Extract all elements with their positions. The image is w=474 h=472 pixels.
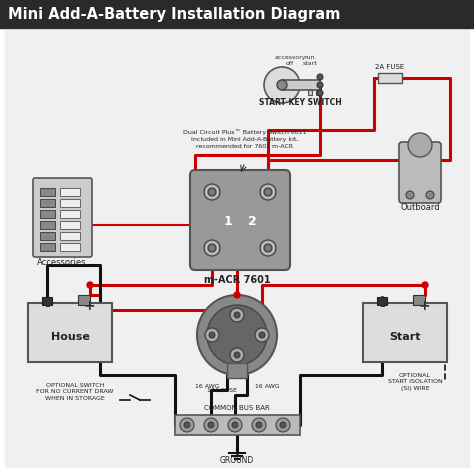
Bar (377, 297, 387, 305)
Circle shape (234, 292, 240, 298)
Circle shape (317, 90, 323, 96)
Circle shape (234, 312, 240, 318)
Text: Accessories: Accessories (37, 258, 87, 267)
Circle shape (197, 295, 277, 375)
Circle shape (204, 240, 220, 256)
Text: House: House (51, 332, 90, 342)
Text: accessory: accessory (274, 55, 306, 60)
Text: OPTIONAL SWITCH
FOR NO CURRENT DRAW
WHEN IN STORAGE: OPTIONAL SWITCH FOR NO CURRENT DRAW WHEN… (36, 383, 114, 401)
FancyBboxPatch shape (28, 303, 112, 362)
Circle shape (184, 422, 190, 428)
Circle shape (280, 422, 286, 428)
Bar (60, 221, 80, 229)
Circle shape (317, 74, 323, 80)
Text: OPTIONAL
START ISOLATION
(SI) WIRE: OPTIONAL START ISOLATION (SI) WIRE (388, 373, 442, 391)
Circle shape (276, 418, 290, 432)
Bar (316, 90, 320, 95)
Text: 16 AWG: 16 AWG (255, 384, 279, 389)
Text: start: start (302, 61, 318, 66)
Bar (40, 188, 55, 196)
Circle shape (207, 305, 267, 365)
Bar (40, 199, 55, 207)
Circle shape (259, 332, 265, 338)
FancyBboxPatch shape (190, 170, 290, 270)
Circle shape (256, 422, 262, 428)
Circle shape (406, 191, 414, 199)
Circle shape (208, 422, 214, 428)
Circle shape (228, 418, 242, 432)
Text: -: - (379, 299, 385, 313)
Circle shape (204, 184, 220, 200)
Bar (378, 73, 402, 83)
Text: off: off (286, 61, 294, 66)
Text: 2A FUSE: 2A FUSE (375, 64, 405, 70)
Circle shape (317, 82, 323, 88)
Circle shape (255, 328, 269, 342)
Circle shape (408, 133, 432, 157)
Circle shape (204, 418, 218, 432)
Text: Start: Start (389, 332, 421, 342)
Circle shape (208, 188, 216, 196)
Bar (60, 232, 80, 240)
Bar (60, 210, 80, 218)
Circle shape (264, 67, 300, 103)
Bar (413, 295, 425, 305)
Bar (40, 232, 55, 240)
Bar (40, 210, 55, 218)
Circle shape (209, 332, 215, 338)
Circle shape (234, 352, 240, 358)
Text: +: + (83, 299, 95, 313)
Circle shape (264, 244, 272, 252)
Bar (60, 243, 80, 251)
Bar (40, 221, 55, 229)
Text: COMMON BUS BAR: COMMON BUS BAR (204, 405, 270, 411)
Circle shape (260, 240, 276, 256)
Bar (78, 295, 90, 305)
Text: Outboard: Outboard (400, 203, 440, 212)
Text: -: - (44, 299, 50, 313)
Text: GROUND: GROUND (220, 456, 254, 465)
Bar (60, 199, 80, 207)
Circle shape (252, 418, 266, 432)
Text: +: + (418, 299, 430, 313)
Circle shape (232, 422, 238, 428)
Bar (308, 90, 312, 95)
Bar (0, 0, 474, 28)
Text: 16 AWG: 16 AWG (195, 384, 219, 389)
Bar (227, 363, 247, 378)
Circle shape (422, 282, 428, 288)
FancyBboxPatch shape (363, 303, 447, 362)
Circle shape (264, 188, 272, 196)
Circle shape (205, 328, 219, 342)
FancyBboxPatch shape (33, 178, 92, 257)
Circle shape (230, 308, 244, 322)
Bar (282, 80, 320, 90)
Circle shape (260, 184, 276, 200)
Circle shape (208, 244, 216, 252)
Text: Dual Circuit Plus™ Battery Switch 6011
Included in Mini Add-A-Battery kit,
recom: Dual Circuit Plus™ Battery Switch 6011 I… (183, 129, 307, 149)
Circle shape (426, 191, 434, 199)
Bar (60, 188, 80, 196)
Circle shape (180, 418, 194, 432)
Bar (40, 243, 55, 251)
Text: run: run (305, 55, 315, 60)
Circle shape (277, 80, 287, 90)
Text: START KEY SWITCH: START KEY SWITCH (259, 98, 341, 107)
Bar (175, 415, 300, 435)
Text: m-ACR 7601: m-ACR 7601 (204, 275, 270, 285)
Text: 2: 2 (247, 215, 256, 228)
Circle shape (230, 348, 244, 362)
Text: 10A FUSE: 10A FUSE (207, 388, 237, 393)
Circle shape (87, 282, 93, 288)
Text: 1: 1 (224, 215, 232, 228)
FancyBboxPatch shape (399, 142, 441, 203)
Bar (42, 297, 52, 305)
Text: Mini Add-A-Battery Installation Diagram: Mini Add-A-Battery Installation Diagram (8, 7, 340, 22)
